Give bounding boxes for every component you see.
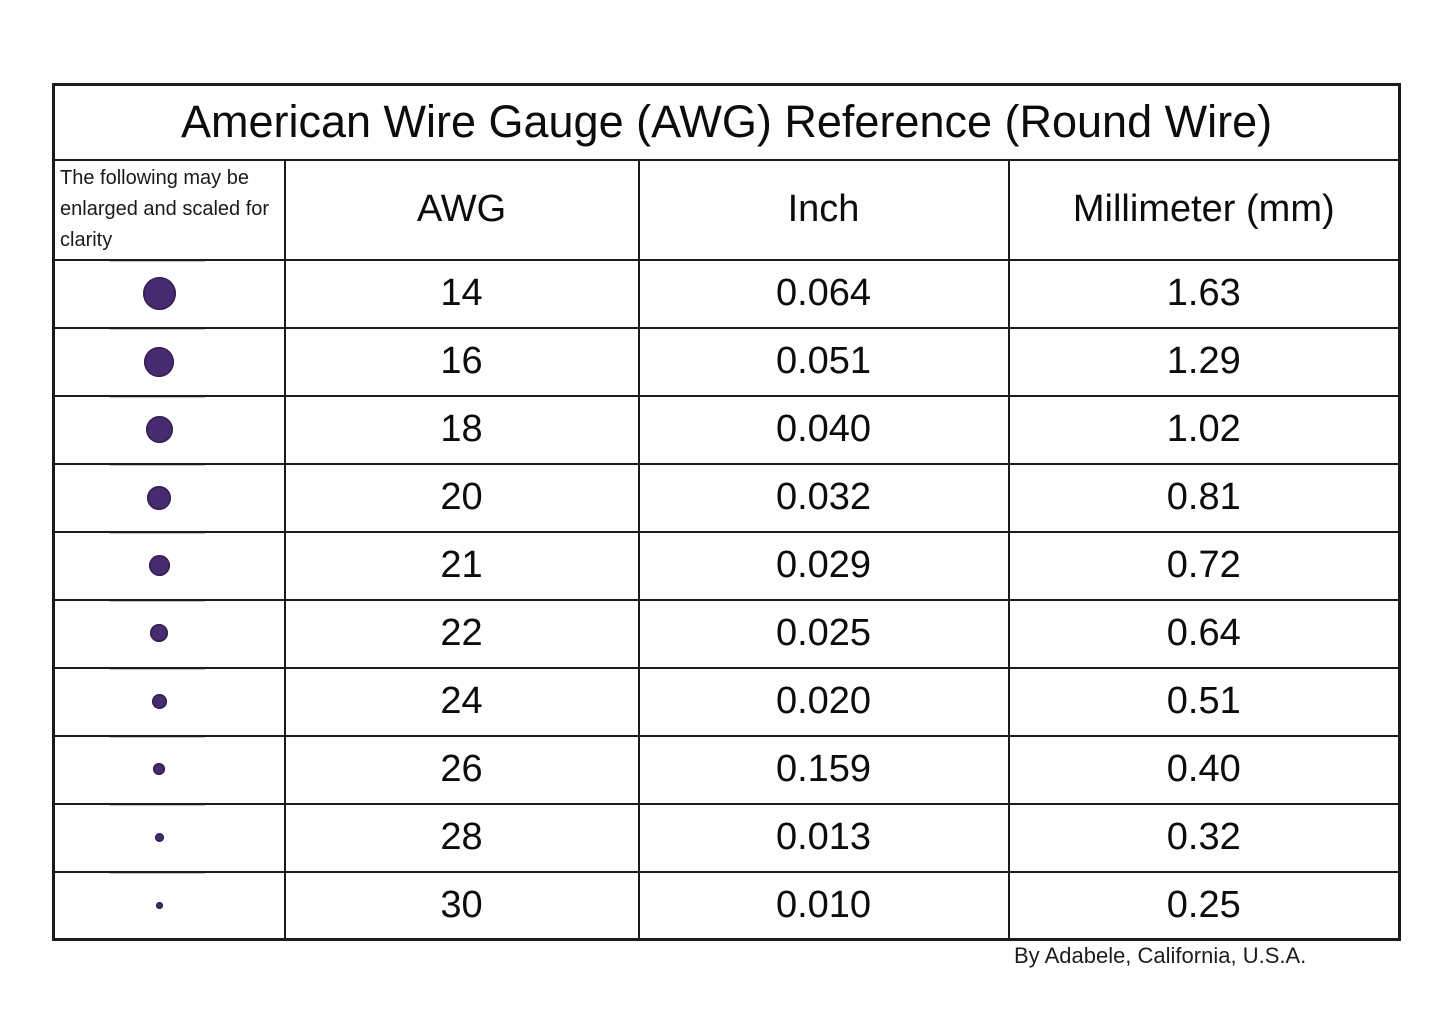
- table-title: American Wire Gauge (AWG) Reference (Rou…: [52, 83, 1401, 161]
- mm-value: 0.40: [1007, 734, 1401, 805]
- table-row: 21 0.029 0.72: [52, 530, 1401, 601]
- wire-dot-cell: [52, 530, 286, 601]
- inch-value: 0.010: [637, 870, 1010, 941]
- inch-value: 0.032: [637, 462, 1010, 533]
- mm-value: 1.63: [1007, 258, 1401, 329]
- scaling-note: The following may be enlarged and scaled…: [52, 158, 286, 261]
- wire-dot-cell: [52, 666, 286, 737]
- wire-dot-cell: [52, 326, 286, 397]
- awg-value: 16: [283, 326, 640, 397]
- inch-value: 0.051: [637, 326, 1010, 397]
- awg-value: 22: [283, 598, 640, 669]
- wire-dot-cell: [52, 802, 286, 873]
- wire-dot-cell: [52, 258, 286, 329]
- mm-value: 0.25: [1007, 870, 1401, 941]
- mm-value: 1.29: [1007, 326, 1401, 397]
- awg-value: 26: [283, 734, 640, 805]
- title-row: American Wire Gauge (AWG) Reference (Rou…: [52, 83, 1401, 161]
- awg-value: 28: [283, 802, 640, 873]
- awg-value: 14: [283, 258, 640, 329]
- mm-value: 0.72: [1007, 530, 1401, 601]
- awg-value: 24: [283, 666, 640, 737]
- mm-value: 0.64: [1007, 598, 1401, 669]
- inch-value: 0.025: [637, 598, 1010, 669]
- table-row: 26 0.159 0.40: [52, 734, 1401, 805]
- wire-dot-cell: [52, 394, 286, 465]
- inch-value: 0.013: [637, 802, 1010, 873]
- table-row: 28 0.013 0.32: [52, 802, 1401, 873]
- awg-table-body: 14 0.064 1.63 16 0.051 1.29 18 0.040 1.02 20 0.032…: [52, 258, 1401, 941]
- column-header-inch: Inch: [637, 158, 1010, 261]
- inch-value: 0.020: [637, 666, 1010, 737]
- column-header-mm: Millimeter (mm): [1007, 158, 1401, 261]
- inch-value: 0.029: [637, 530, 1010, 601]
- table-row: 30 0.010 0.25: [52, 870, 1401, 941]
- wire-dot: [142, 277, 176, 310]
- column-header-awg: AWG: [283, 158, 640, 261]
- wire-dot: [151, 693, 167, 709]
- wire-dot: [147, 485, 172, 510]
- table-row: 24 0.020 0.51: [52, 666, 1401, 737]
- awg-value: 18: [283, 394, 640, 465]
- wire-dot: [144, 346, 175, 377]
- wire-dot: [153, 763, 166, 776]
- table-row: 18 0.040 1.02: [52, 394, 1401, 465]
- wire-dot: [148, 555, 170, 576]
- wire-dot: [150, 624, 169, 643]
- table-row: 14 0.064 1.63: [52, 258, 1401, 329]
- table-row: 20 0.032 0.81: [52, 462, 1401, 533]
- inch-value: 0.040: [637, 394, 1010, 465]
- wire-dot: [154, 832, 164, 842]
- table-row: 22 0.025 0.64: [52, 598, 1401, 669]
- mm-value: 1.02: [1007, 394, 1401, 465]
- awg-value: 21: [283, 530, 640, 601]
- wire-dot-cell: [52, 734, 286, 805]
- inch-value: 0.064: [637, 258, 1010, 329]
- wire-dot-cell: [52, 462, 286, 533]
- mm-value: 0.51: [1007, 666, 1401, 737]
- table-row: 16 0.051 1.29: [52, 326, 1401, 397]
- awg-value: 20: [283, 462, 640, 533]
- wire-dot-cell: [52, 870, 286, 941]
- mm-value: 0.81: [1007, 462, 1401, 533]
- header-row: The following may be enlarged and scaled…: [52, 158, 1401, 261]
- wire-dot: [145, 416, 173, 443]
- wire-dot-cell: [52, 598, 286, 669]
- awg-value: 30: [283, 870, 640, 941]
- inch-value: 0.159: [637, 734, 1010, 805]
- wire-dot: [155, 901, 163, 909]
- credit-text: By Adabele, California, U.S.A.: [1014, 943, 1307, 968]
- mm-value: 0.32: [1007, 802, 1401, 873]
- awg-reference-table: American Wire Gauge (AWG) Reference (Rou…: [52, 83, 1402, 941]
